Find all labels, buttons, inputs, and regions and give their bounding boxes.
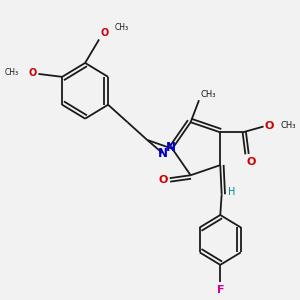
Text: N: N	[166, 141, 176, 154]
Text: O: O	[158, 175, 167, 184]
Text: F: F	[217, 285, 224, 295]
Text: CH₃: CH₃	[281, 122, 296, 130]
Text: O: O	[29, 68, 37, 78]
Text: CH₃: CH₃	[5, 68, 19, 77]
Text: O: O	[100, 28, 109, 38]
Text: O: O	[265, 121, 274, 131]
Text: O: O	[247, 157, 256, 167]
Text: CH₃: CH₃	[114, 23, 129, 32]
Text: N: N	[158, 147, 167, 160]
Text: H: H	[228, 187, 235, 196]
Text: CH₃: CH₃	[200, 90, 216, 99]
